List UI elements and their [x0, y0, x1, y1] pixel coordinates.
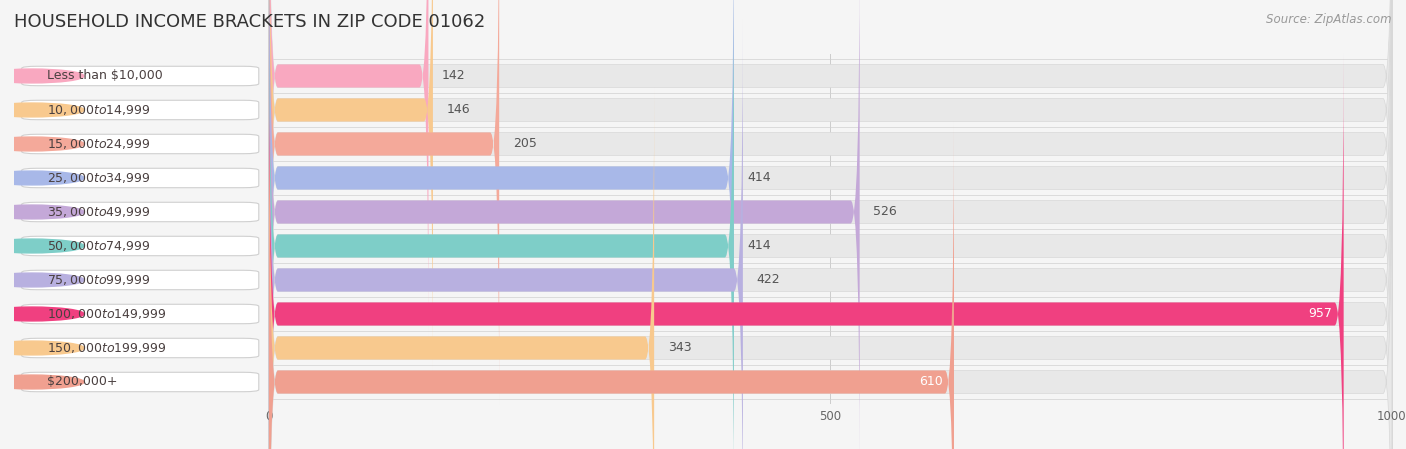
- Text: 343: 343: [668, 342, 692, 355]
- FancyBboxPatch shape: [269, 122, 1392, 449]
- FancyBboxPatch shape: [21, 372, 259, 392]
- FancyBboxPatch shape: [269, 122, 955, 449]
- Circle shape: [0, 341, 84, 355]
- FancyBboxPatch shape: [269, 53, 1344, 449]
- FancyBboxPatch shape: [269, 20, 1392, 449]
- Text: $50,000 to $74,999: $50,000 to $74,999: [48, 239, 150, 253]
- Text: 610: 610: [920, 375, 943, 388]
- FancyBboxPatch shape: [269, 0, 1392, 370]
- FancyBboxPatch shape: [21, 202, 259, 222]
- FancyBboxPatch shape: [269, 0, 1392, 449]
- Text: 414: 414: [748, 239, 770, 252]
- Circle shape: [0, 375, 84, 389]
- Text: $200,000+: $200,000+: [48, 375, 118, 388]
- FancyBboxPatch shape: [21, 236, 259, 255]
- Text: 146: 146: [446, 103, 470, 116]
- FancyBboxPatch shape: [21, 304, 259, 324]
- FancyBboxPatch shape: [269, 0, 499, 405]
- Text: $10,000 to $14,999: $10,000 to $14,999: [48, 103, 150, 117]
- Circle shape: [0, 307, 84, 321]
- FancyBboxPatch shape: [269, 0, 859, 449]
- FancyBboxPatch shape: [21, 100, 259, 120]
- FancyBboxPatch shape: [269, 0, 433, 370]
- Text: 526: 526: [873, 206, 897, 219]
- Text: 414: 414: [748, 172, 770, 185]
- Circle shape: [0, 273, 84, 287]
- FancyBboxPatch shape: [21, 338, 259, 358]
- Text: $15,000 to $24,999: $15,000 to $24,999: [48, 137, 150, 151]
- Text: Less than $10,000: Less than $10,000: [48, 70, 163, 83]
- FancyBboxPatch shape: [269, 20, 742, 449]
- Circle shape: [0, 137, 84, 151]
- Circle shape: [0, 103, 84, 117]
- Circle shape: [0, 205, 84, 219]
- Text: $35,000 to $49,999: $35,000 to $49,999: [48, 205, 150, 219]
- FancyBboxPatch shape: [21, 66, 259, 86]
- FancyBboxPatch shape: [21, 168, 259, 188]
- FancyBboxPatch shape: [269, 0, 734, 438]
- FancyBboxPatch shape: [269, 88, 654, 449]
- FancyBboxPatch shape: [269, 0, 1392, 449]
- Circle shape: [0, 69, 84, 83]
- FancyBboxPatch shape: [269, 53, 1392, 449]
- Text: $75,000 to $99,999: $75,000 to $99,999: [48, 273, 150, 287]
- FancyBboxPatch shape: [269, 0, 1392, 405]
- Circle shape: [0, 171, 84, 185]
- Text: $100,000 to $149,999: $100,000 to $149,999: [48, 307, 166, 321]
- FancyBboxPatch shape: [269, 0, 1392, 438]
- FancyBboxPatch shape: [269, 88, 1392, 449]
- Text: 422: 422: [756, 273, 780, 286]
- Text: $150,000 to $199,999: $150,000 to $199,999: [48, 341, 166, 355]
- Text: 957: 957: [1309, 308, 1333, 321]
- FancyBboxPatch shape: [21, 134, 259, 154]
- Text: 205: 205: [513, 137, 537, 150]
- Text: HOUSEHOLD INCOME BRACKETS IN ZIP CODE 01062: HOUSEHOLD INCOME BRACKETS IN ZIP CODE 01…: [14, 13, 485, 31]
- FancyBboxPatch shape: [269, 0, 1392, 336]
- Text: $25,000 to $34,999: $25,000 to $34,999: [48, 171, 150, 185]
- FancyBboxPatch shape: [269, 0, 734, 449]
- Circle shape: [0, 239, 84, 253]
- FancyBboxPatch shape: [21, 270, 259, 290]
- Text: Source: ZipAtlas.com: Source: ZipAtlas.com: [1267, 13, 1392, 26]
- FancyBboxPatch shape: [269, 0, 429, 336]
- Text: 142: 142: [441, 70, 465, 83]
